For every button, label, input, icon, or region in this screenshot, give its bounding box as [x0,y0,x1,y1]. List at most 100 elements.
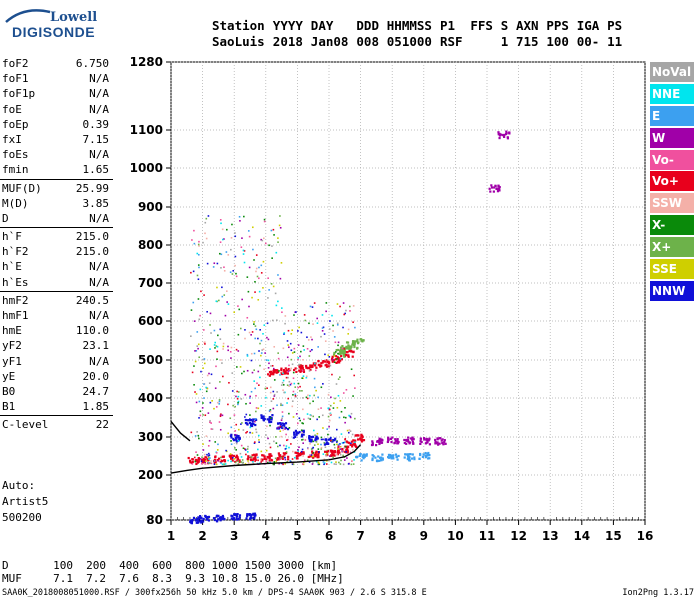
data-point [307,339,310,341]
data-point [195,462,198,466]
data-point [212,266,215,268]
data-point [204,341,206,344]
data-point [202,517,205,521]
data-point [235,515,239,518]
param-row: fxI 7.15 [0,132,113,147]
data-point [238,516,241,519]
data-point [312,440,314,443]
param-row: h`E N/A [0,259,113,274]
data-point [350,440,353,443]
data-point [333,353,336,356]
data-point [505,132,508,135]
data-point [237,434,240,438]
data-point [253,515,256,518]
data-point [349,451,352,454]
data-point [318,364,321,367]
data-point [301,448,304,451]
data-point [205,237,208,240]
data-point [349,415,352,418]
data-point [288,385,290,387]
data-point [315,453,318,456]
data-point [260,414,263,417]
data-point [428,438,431,441]
data-point [219,428,222,431]
data-point [229,271,232,274]
data-point [345,440,348,443]
data-point [297,450,299,452]
data-point [217,457,221,460]
data-point [304,439,307,441]
data-point [309,455,312,458]
data-point [346,445,350,448]
data-point [490,184,493,187]
data-point [228,381,230,384]
data-point [204,414,207,417]
data-point [316,418,318,421]
data-point [286,384,289,387]
data-point [443,440,446,444]
data-point [309,443,311,445]
distance-row-value: 400 [119,559,139,572]
data-point [263,417,266,421]
data-point [265,449,268,452]
data-point [312,323,314,325]
data-point [299,355,301,358]
data-point [306,367,309,370]
data-point [327,354,330,357]
data-point [291,352,294,354]
data-point [338,352,341,355]
header-values-cell: 2018 [272,34,303,49]
data-point [234,436,238,439]
data-point [322,383,324,385]
data-point [271,257,273,259]
data-point [238,308,241,311]
data-point [238,215,241,218]
distance-row-value: 100 [53,559,73,572]
data-point [313,394,315,397]
data-point [210,373,213,376]
data-point [302,397,304,399]
data-point [266,418,269,421]
data-point [227,432,229,435]
data-point [299,390,301,392]
data-point [200,516,203,519]
data-point [378,442,381,446]
param-row: fmin 1.65 [0,162,113,177]
data-point [247,230,250,232]
data-point [333,463,336,465]
data-point [258,290,261,293]
data-point [269,410,272,413]
data-point [352,463,355,465]
data-point [438,442,441,445]
data-point [305,364,308,368]
data-point [204,221,207,224]
data-point [199,388,202,391]
data-point [254,423,257,427]
data-point [419,437,423,440]
data-point [322,360,325,363]
data-point [279,374,281,376]
data-point [249,414,251,416]
data-point [314,439,317,442]
data-point [252,422,255,426]
data-point [277,452,280,455]
data-point [267,277,269,279]
data-point [218,299,220,302]
data-point [198,417,200,419]
data-point [242,253,245,255]
data-point [220,222,222,225]
header-labels-cell: AXN [515,18,539,33]
data-point [295,413,298,415]
data-point [322,453,325,455]
data-point [291,458,294,460]
data-point [269,424,271,427]
data-point [314,434,316,437]
data-point [275,460,278,463]
data-point [278,224,281,227]
data-point [325,302,328,304]
data-point [277,352,279,354]
data-point [275,442,278,444]
data-point [324,360,327,363]
data-point [221,463,224,466]
header-values-cell: 00- [576,34,600,49]
